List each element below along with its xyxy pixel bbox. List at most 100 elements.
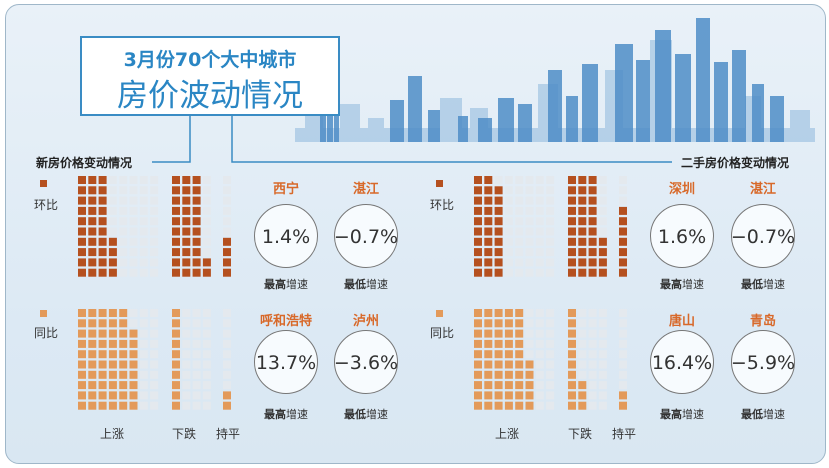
title-line1: 3月份70个大中城市	[123, 49, 297, 71]
up-city-square	[129, 309, 138, 317]
up-city-square	[108, 319, 117, 328]
up-city-square	[535, 350, 544, 359]
caption-lowest: 最低增速	[344, 408, 388, 421]
flat-city-square	[619, 370, 627, 379]
flat-city-square	[619, 381, 627, 390]
up-city-square	[98, 196, 107, 205]
down-city-square	[182, 319, 191, 328]
pct-highest: 16.4%	[651, 352, 713, 374]
flat-city-square	[223, 370, 231, 379]
up-city-square	[515, 206, 524, 215]
up-city-square	[484, 268, 493, 277]
down-city-square	[182, 227, 191, 236]
up-city-square	[494, 350, 503, 359]
flat-city-square	[223, 391, 231, 400]
up-city-square	[129, 237, 138, 246]
down-city-square	[598, 360, 607, 369]
up-city-square	[474, 186, 482, 195]
up-city-square	[150, 319, 159, 328]
up-city-square	[88, 227, 97, 236]
up-city-square	[504, 350, 513, 359]
down-city-square	[588, 401, 597, 410]
down-city-square	[588, 360, 597, 369]
up-city-square	[494, 206, 503, 215]
up-city-square	[78, 329, 86, 338]
down-city-square	[588, 248, 597, 257]
down-city-square	[568, 339, 576, 348]
up-city-square	[88, 391, 97, 400]
up-city-square	[108, 196, 117, 205]
down-city-square	[578, 360, 587, 369]
up-city-square	[108, 248, 117, 257]
up-city-square	[494, 309, 503, 317]
up-city-square	[494, 360, 503, 369]
row-label-yoy: 同比	[34, 326, 59, 340]
down-city-square	[202, 370, 211, 379]
up-city-square	[546, 227, 555, 236]
up-city-square	[129, 186, 138, 195]
up-city-square	[535, 196, 544, 205]
up-city-square	[139, 227, 148, 236]
up-city-square	[88, 329, 97, 338]
up-city-square	[525, 309, 534, 317]
up-city-square	[484, 196, 493, 205]
down-city-square	[568, 360, 576, 369]
down-city-square	[202, 186, 211, 195]
up-city-square	[474, 176, 482, 184]
down-city-square	[192, 176, 201, 184]
up-city-square	[494, 176, 503, 184]
down-city-square	[578, 186, 587, 195]
down-city-square	[578, 350, 587, 359]
up-city-square	[119, 176, 128, 184]
up-city-square	[515, 196, 524, 205]
up-city-square	[504, 268, 513, 277]
row-label-mom: 环比	[34, 198, 59, 212]
flat-city-square	[223, 186, 231, 195]
up-city-square	[546, 401, 555, 410]
up-city-square	[494, 237, 503, 246]
down-city-square	[172, 217, 180, 226]
up-city-square	[98, 268, 107, 277]
up-city-square	[98, 339, 107, 348]
up-city-square	[78, 339, 86, 348]
up-city-square	[525, 350, 534, 359]
down-city-square	[192, 248, 201, 257]
up-city-square	[535, 339, 544, 348]
up-city-square	[494, 227, 503, 236]
up-city-square	[474, 217, 482, 226]
up-city-square	[546, 329, 555, 338]
down-city-square	[202, 401, 211, 410]
up-city-square	[474, 309, 482, 317]
up-city-square	[150, 401, 159, 410]
down-city-square	[182, 401, 191, 410]
up-city-square	[515, 350, 524, 359]
up-city-square	[546, 360, 555, 369]
up-city-square	[88, 401, 97, 410]
up-city-square	[139, 329, 148, 338]
city-lowest: 湛江	[749, 182, 776, 197]
down-city-square	[192, 227, 201, 236]
down-city-square	[172, 268, 180, 277]
up-city-square	[494, 401, 503, 410]
up-city-square	[119, 329, 128, 338]
up-city-square	[546, 237, 555, 246]
up-city-square	[546, 391, 555, 400]
row-label-yoy-2: 同比	[430, 326, 455, 340]
down-city-square	[568, 391, 576, 400]
up-city-square	[515, 237, 524, 246]
up-city-square	[119, 319, 128, 328]
flat-city-square	[223, 401, 231, 410]
down-city-square	[192, 206, 201, 215]
up-city-square	[88, 370, 97, 379]
up-city-square	[474, 339, 482, 348]
up-city-square	[484, 309, 493, 317]
up-city-square	[88, 176, 97, 184]
down-city-square	[202, 329, 211, 338]
down-city-square	[192, 258, 201, 267]
down-city-square	[598, 309, 607, 317]
up-city-square	[98, 206, 107, 215]
up-city-square	[525, 381, 534, 390]
down-city-square	[202, 227, 211, 236]
